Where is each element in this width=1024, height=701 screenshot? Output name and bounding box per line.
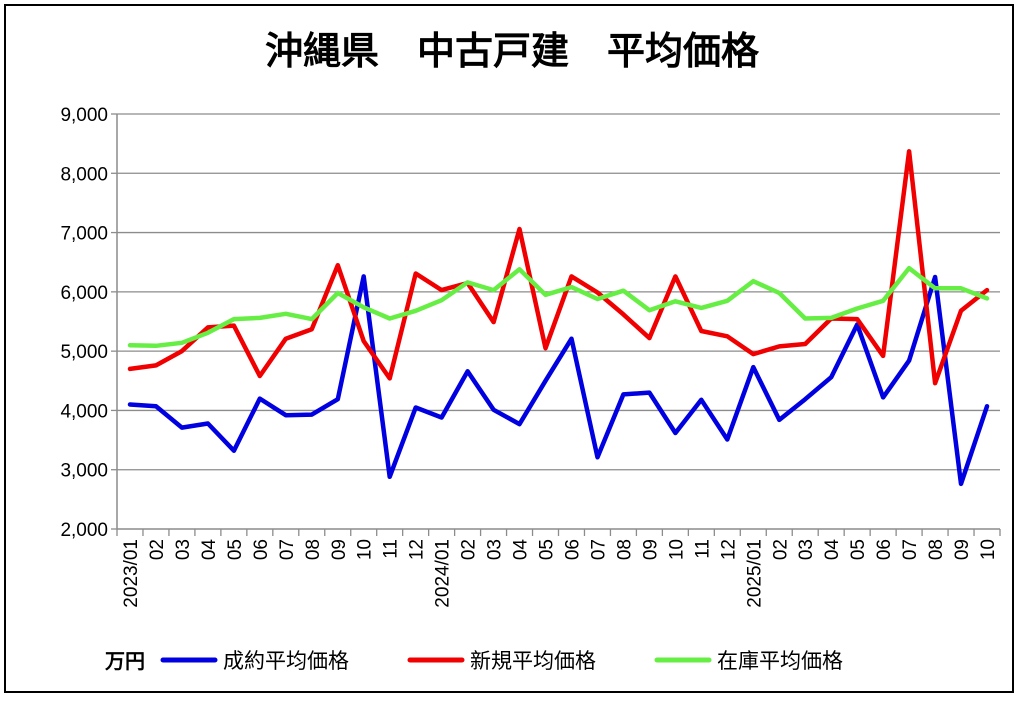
legend-label-1: 成約平均価格 [223,649,349,673]
x-tick-label: 04 [199,539,220,561]
x-tick-label: 02 [459,539,480,560]
x-tick-label: 2024/01 [433,539,454,608]
x-tick-label: 09 [329,539,350,560]
x-tick-label: 02 [147,539,168,560]
x-tick-label: 09 [952,539,973,560]
x-tick-label: 04 [822,539,843,561]
x-tick-label: 03 [173,539,194,560]
x-tick-label: 06 [562,539,583,560]
x-tick-label: 05 [225,539,246,560]
x-tick-label: 07 [277,539,298,560]
y-axis-ticks: 2,000 3,000 4,000 5,000 6,000 7,000 8,000 9,000 [60,105,117,541]
x-tick-label: 10 [978,539,999,560]
x-tick-label: 08 [926,539,947,560]
x-tick-label: 09 [640,539,661,560]
x-tick-label: 12 [718,539,739,560]
x-tick-label: 06 [251,539,272,560]
x-tick-label: 06 [874,539,895,560]
y-tick-label: 9,000 [60,105,108,126]
x-tick-label: 05 [537,539,558,560]
y-tick-label: 2,000 [60,520,108,541]
legend-label-2: 新規平均価格 [470,649,596,673]
x-tick-label: 08 [614,539,635,560]
y-tick-label: 6,000 [60,283,108,304]
x-tick-label: 04 [511,539,532,561]
x-tick-label: 10 [666,539,687,560]
y-tick-label: 5,000 [60,342,108,363]
series-line-1 [127,274,990,487]
x-tick-label: 02 [770,539,791,560]
chart-title: 沖縄県 中古戸建 平均価格 [265,29,760,73]
x-axis-ticks: 2023/01 02 03 04 05 06 07 08 09 10 11 12 2024/01 02 03… [116,529,1001,608]
legend: 万円 成約平均価格 新規平均価格 在庫平均価格 [104,649,843,673]
x-tick-label: 03 [796,539,817,560]
y-tick-label: 7,000 [60,224,108,245]
y-tick-label: 8,000 [60,164,108,185]
unit-label: 万円 [104,649,145,673]
series [127,149,990,487]
x-tick-label: 05 [848,539,869,560]
x-tick-label: 03 [485,539,506,560]
x-tick-label: 11 [381,539,402,559]
grid [117,113,1000,471]
x-tick-label: 2025/01 [744,539,765,608]
x-tick-label: 12 [407,539,428,560]
legend-label-3: 在庫平均価格 [717,649,843,673]
x-tick-label: 07 [900,539,921,560]
y-tick-label: 3,000 [60,461,108,482]
x-tick-label: 08 [303,539,324,560]
x-tick-label: 10 [355,539,376,560]
axes [116,114,1000,530]
series-line-3 [127,265,990,349]
x-tick-label: 2023/01 [121,539,142,608]
x-tick-label: 11 [692,539,713,559]
y-tick-label: 4,000 [60,401,108,422]
x-tick-label: 07 [588,539,609,560]
series-line-2 [127,149,990,386]
